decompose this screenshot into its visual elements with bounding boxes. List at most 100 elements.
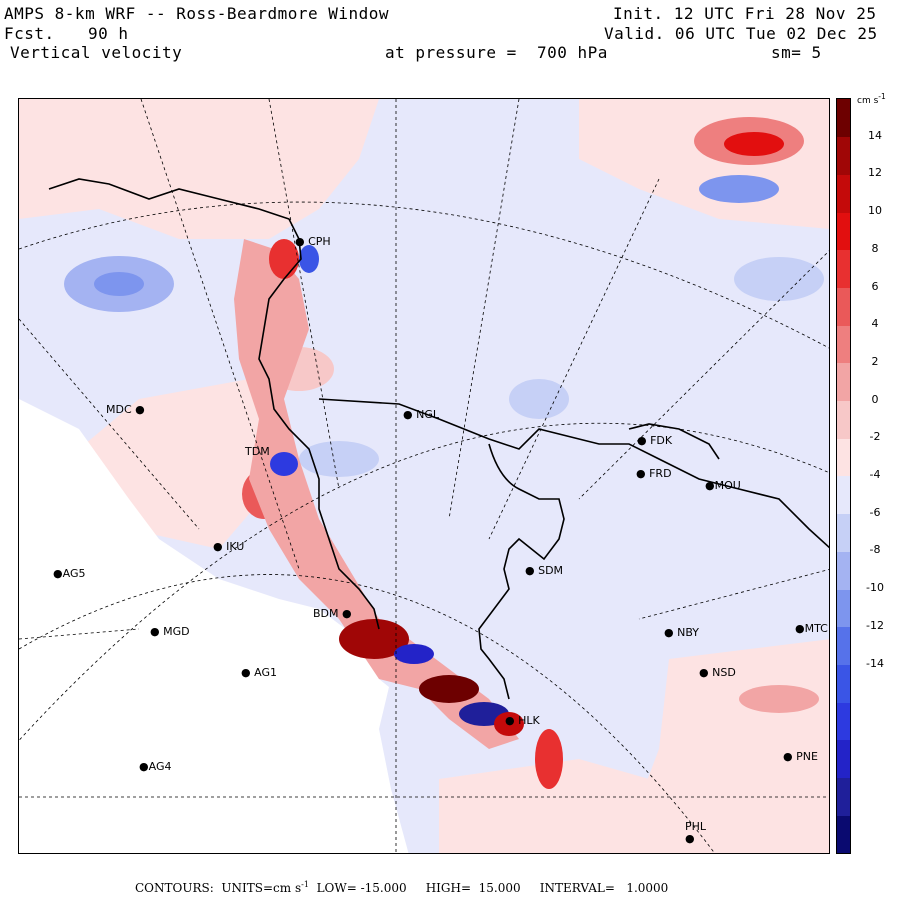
station-label: AG1 <box>254 666 277 679</box>
station-fdk: ● FDK <box>637 434 673 447</box>
station-phl: PHL ● <box>685 820 707 845</box>
colorbar <box>836 98 851 854</box>
colorbar-tick-label: 0 <box>871 392 879 406</box>
field-positive-blob <box>535 729 563 789</box>
colorbar-tick-label: -6 <box>869 505 881 519</box>
colorbar-tick-label: -12 <box>866 618 884 632</box>
map-canvas <box>19 99 829 853</box>
colorbar-tick-label: -14 <box>866 656 884 670</box>
colorbar-segment <box>837 136 850 175</box>
field-negative-blob <box>94 272 144 296</box>
contour-info: CONTOURS: UNITS=cm s-1 LOW= -15.000 HIGH… <box>135 880 668 895</box>
field-negative-blob <box>699 175 779 203</box>
station-label: AG5 <box>62 567 86 580</box>
variable-name: Vertical velocity <box>10 43 183 62</box>
field-negative-blob <box>270 452 298 476</box>
colorbar-segment <box>837 400 850 439</box>
forecast-label: Fcst. <box>4 24 55 43</box>
pressure-level: at pressure = 700 hPa <box>385 43 608 62</box>
station-iku: ● IKU <box>213 540 245 553</box>
vertical-velocity-map: ● CPH MDC ● TDM ● IKU ●AG5 ● MGD ● AG1 ●… <box>18 98 830 854</box>
terrain-mask <box>19 399 409 853</box>
colorbar-tick-label: 14 <box>868 128 882 142</box>
field-negative-blob <box>394 644 434 664</box>
colorbar-segment <box>837 702 850 741</box>
colorbar-segment <box>837 325 850 364</box>
field-negative-blob <box>299 441 379 477</box>
low-value: LOW= -15.000 <box>316 881 407 895</box>
station-mgd: ● MGD <box>150 625 190 638</box>
colorbar-tick-label: 8 <box>871 241 879 255</box>
colorbar-tick-label: 10 <box>868 204 882 218</box>
station-label: PHL <box>685 820 707 833</box>
units-text: UNITS=cm s <box>221 881 302 895</box>
colorbar-segment <box>837 438 850 477</box>
colorbar-segment <box>837 664 850 703</box>
station-label: MDC <box>106 403 132 416</box>
station-hlk: ● HLK <box>505 714 540 727</box>
station-label: AG4 <box>148 760 172 773</box>
colorbar-segment <box>837 174 850 213</box>
units-exponent: -1 <box>301 880 309 889</box>
colorbar-segment <box>837 589 850 628</box>
station-label: FRD <box>649 467 672 480</box>
field-positive-blob <box>739 685 819 713</box>
station-label: PNE <box>796 750 818 763</box>
field-positive-zone <box>19 99 379 239</box>
colorbar-segment <box>837 777 850 816</box>
station-frd: ● FRD <box>636 467 672 480</box>
contours-label: CONTOURS: <box>135 881 214 895</box>
station-pne: ● PNE <box>783 750 818 763</box>
high-value: HIGH= 15.000 <box>425 881 521 895</box>
colorbar-segment <box>837 249 850 288</box>
station-label: NBY <box>677 626 700 639</box>
colorbar-tick-label: 12 <box>868 166 882 180</box>
colorbar-tick-label: -8 <box>869 543 881 557</box>
station-label: IKU <box>226 540 245 553</box>
interval-value: INTERVAL= 1.0000 <box>539 881 669 895</box>
colorbar-tick-label: -4 <box>869 468 881 481</box>
station-label: MGD <box>163 625 190 638</box>
init-time: Init. 12 UTC Fri 28 Nov 25 <box>613 4 877 23</box>
field-negative-blob <box>734 257 824 301</box>
colorbar-unit: cm s-1 <box>857 92 886 106</box>
colorbar-segment <box>837 476 850 515</box>
station-ag4: ●AG4 <box>139 760 172 773</box>
field-positive-blob <box>724 132 784 156</box>
colorbar-segment <box>837 551 850 590</box>
station-cph: ● CPH <box>295 235 331 248</box>
station-label: SDM <box>538 564 564 577</box>
station-mtc: ●MTC <box>795 622 828 635</box>
colorbar-tick-label: -10 <box>866 581 884 595</box>
station-label: MTC <box>804 622 828 635</box>
colorbar-segment <box>837 99 850 138</box>
station-ag1: ● AG1 <box>241 666 277 679</box>
colorbar-segment <box>837 287 850 326</box>
coastline <box>48 178 829 700</box>
colorbar-segment <box>837 626 850 665</box>
station-ngl: ● NGL <box>403 408 439 421</box>
valid-time: Valid. 06 UTC Tue 02 Dec 25 <box>604 24 878 43</box>
station-ag5: ●AG5 <box>53 567 86 580</box>
smoothing-value: sm= 5 <box>771 43 822 62</box>
colorbar-segment <box>837 362 850 402</box>
model-title: AMPS 8-km WRF -- Ross-Beardmore Window <box>4 4 390 23</box>
station-label: TDM <box>245 445 270 458</box>
station-label: NGL <box>416 408 439 421</box>
field-negative-blob <box>299 245 319 273</box>
colorbar-tick-label: -2 <box>869 430 881 444</box>
station-sdm: ● SDM <box>525 564 564 577</box>
station-tdm: TDM <box>245 446 270 458</box>
station-label: CPH <box>308 235 331 248</box>
station-label: FDK <box>650 434 673 447</box>
field-positive-blob <box>419 675 479 703</box>
field-positive-zone <box>439 759 719 853</box>
colorbar-segment <box>837 212 850 251</box>
station-label: HLK <box>518 714 540 727</box>
field-positive-blob <box>494 712 524 736</box>
station-mdc: MDC ● <box>106 403 145 416</box>
station-mou: ●MOU <box>705 479 741 492</box>
colorbar-tick-label: 2 <box>871 354 879 368</box>
station-nby: ● NBY <box>664 626 700 639</box>
colorbar-segment <box>837 513 850 552</box>
